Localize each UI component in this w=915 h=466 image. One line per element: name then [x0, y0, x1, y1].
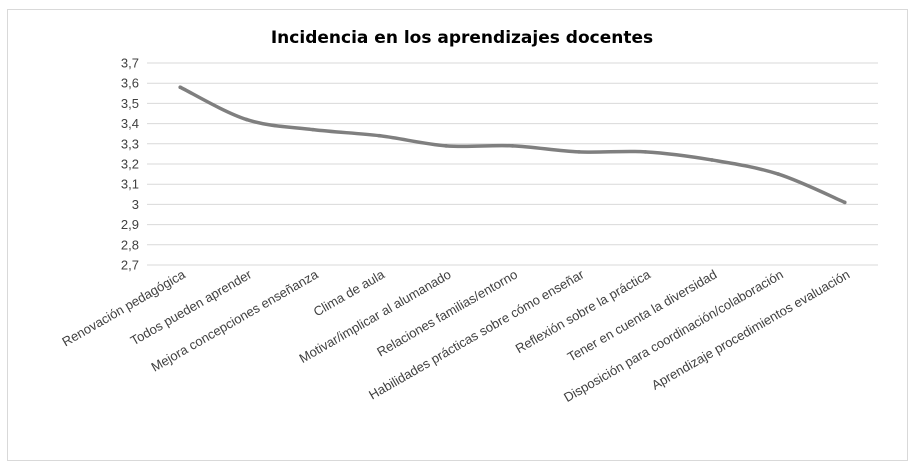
data-point — [842, 200, 847, 205]
y-tick-label: 2,7 — [121, 258, 139, 273]
gridlines — [147, 62, 878, 266]
x-tick-label: Renovación pedagógica — [59, 266, 188, 349]
data-point — [444, 144, 448, 148]
data-point — [776, 172, 781, 176]
data-point — [178, 85, 183, 90]
y-tick-label: 3,2 — [121, 157, 139, 172]
chart-title: Incidencia en los aprendizajes docentes — [271, 28, 653, 48]
y-tick-label: 2,9 — [121, 217, 139, 232]
data-point — [510, 144, 515, 148]
y-tick-label: 3 — [132, 197, 139, 212]
data-point — [377, 133, 382, 138]
chart-frame — [7, 9, 908, 461]
y-tick-label: 3,7 — [121, 56, 139, 71]
data-point — [577, 150, 581, 154]
y-axis-ticks: 3,7 3,6 3,5 3,4 3,3 3,2 3,1 3 2,9 2,8 2,7 — [121, 56, 139, 273]
series — [178, 85, 847, 205]
y-tick-label: 3,3 — [121, 136, 139, 151]
y-tick-label: 3,1 — [121, 177, 139, 192]
y-tick-label: 3,4 — [121, 116, 139, 131]
y-tick-label: 3,5 — [121, 96, 139, 111]
data-point — [311, 127, 315, 132]
y-tick-label: 2,8 — [121, 237, 139, 252]
data-point — [710, 158, 714, 162]
data-point — [643, 150, 648, 154]
data-point — [244, 117, 249, 122]
y-tick-label: 3,6 — [121, 76, 139, 91]
